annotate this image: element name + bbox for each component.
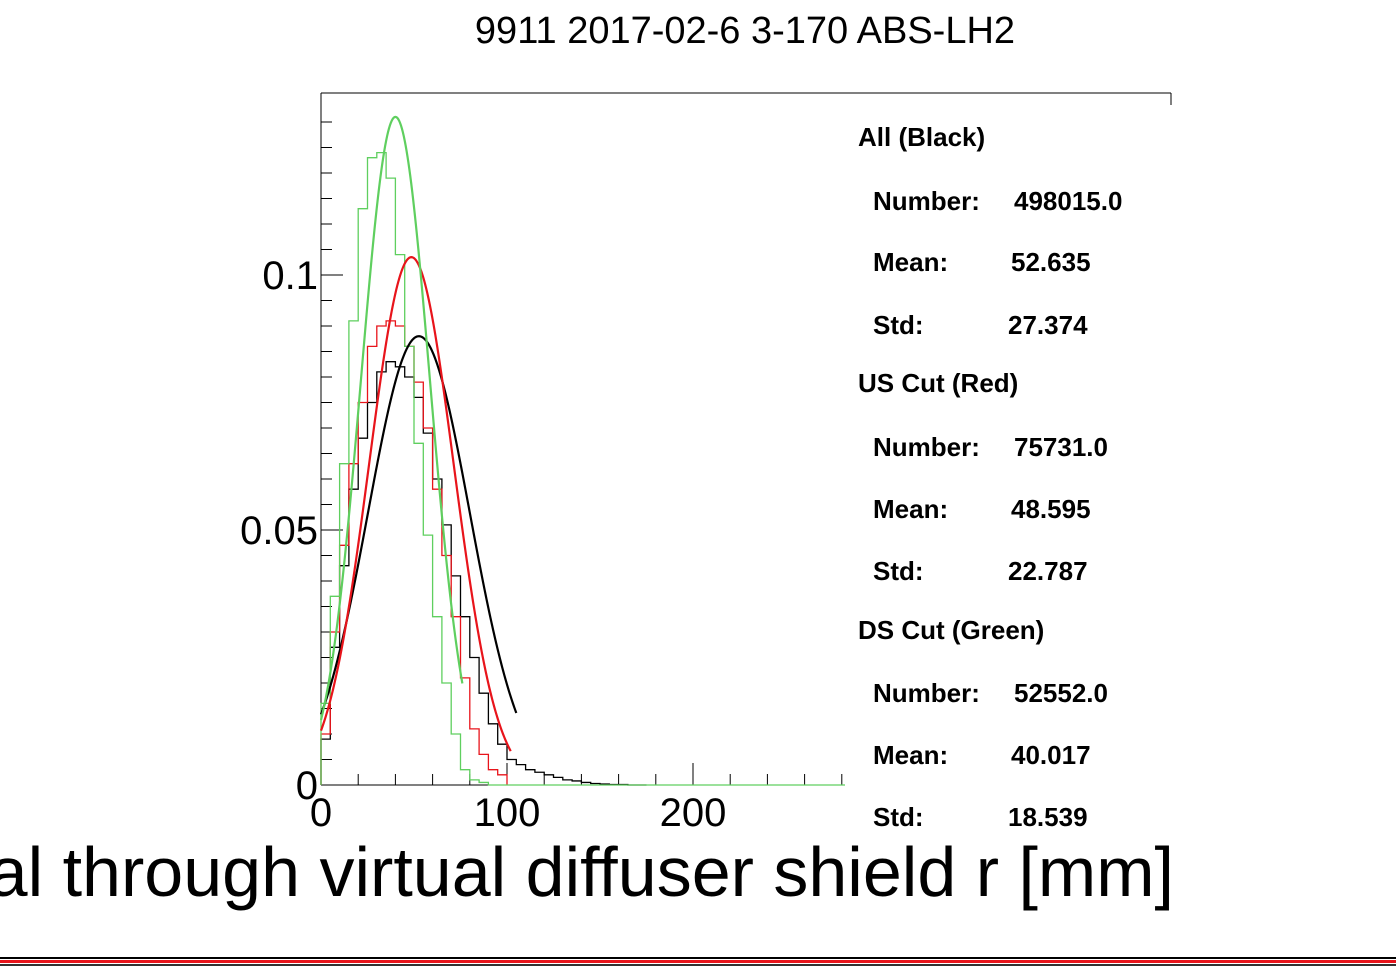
stats-group-title-all: All (Black) [858, 122, 986, 152]
x-axis-label: oal through virtual diffuser shield r [m… [0, 833, 1174, 911]
stats-std-label: Std: [873, 802, 924, 832]
stats-number-value: 498015.0 [1014, 186, 1123, 216]
stats-std-value: 18.539 [1008, 802, 1088, 832]
fit-curve-ds-cut [319, 115, 464, 721]
chart-title: 9911 2017-02-6 3-170 ABS-LH2 [474, 10, 1016, 52]
stats-group-title-ds: DS Cut (Green) [858, 615, 1045, 645]
tick-labels: 0 100 200 0 0.05 0.1 [240, 254, 726, 835]
x-tick-label: 0 [310, 791, 332, 835]
stats-number-label: Number: [873, 432, 980, 462]
stats-mean-value: 40.017 [1011, 740, 1091, 770]
bottom-divider [0, 957, 1396, 966]
stats-number-label: Number: [873, 186, 980, 216]
x-tick-label: 200 [660, 791, 727, 835]
stats-mean-value: 52.635 [1011, 247, 1091, 277]
histograms [320, 151, 852, 786]
x-tick-label: 100 [474, 791, 541, 835]
axis-ticks [320, 121, 843, 786]
histogram-ds-cut [320, 151, 852, 786]
stats-number-label: Number: [873, 678, 980, 708]
stats-number-value: 52552.0 [1014, 678, 1108, 708]
stats-box: All (Black) Number: 498015.0 Mean: 52.63… [845, 112, 1185, 832]
bottom-divider-line-black [0, 957, 1396, 959]
stats-std-label: Std: [873, 556, 924, 586]
fit-curve-all [319, 335, 518, 715]
stats-mean-value: 48.595 [1011, 494, 1091, 524]
y-tick-label: 0 [296, 764, 318, 808]
fit-curves [319, 115, 518, 752]
stats-number-value: 75731.0 [1014, 432, 1108, 462]
stats-std-value: 27.374 [1008, 310, 1088, 340]
stats-mean-label: Mean: [873, 247, 949, 277]
y-tick-label: 0.1 [262, 254, 318, 298]
stats-mean-label: Mean: [873, 740, 949, 770]
y-tick-label: 0.05 [240, 509, 318, 553]
bottom-divider-line-dark [0, 964, 1396, 966]
stats-group-title-us: US Cut (Red) [858, 368, 1019, 398]
fit-curve-us-cut [319, 256, 512, 752]
stats-std-value: 22.787 [1008, 556, 1088, 586]
stats-mean-label: Mean: [873, 494, 949, 524]
histogram-all [320, 361, 647, 786]
bottom-divider-line-red [0, 960, 1396, 963]
stats-std-label: Std: [873, 310, 924, 340]
